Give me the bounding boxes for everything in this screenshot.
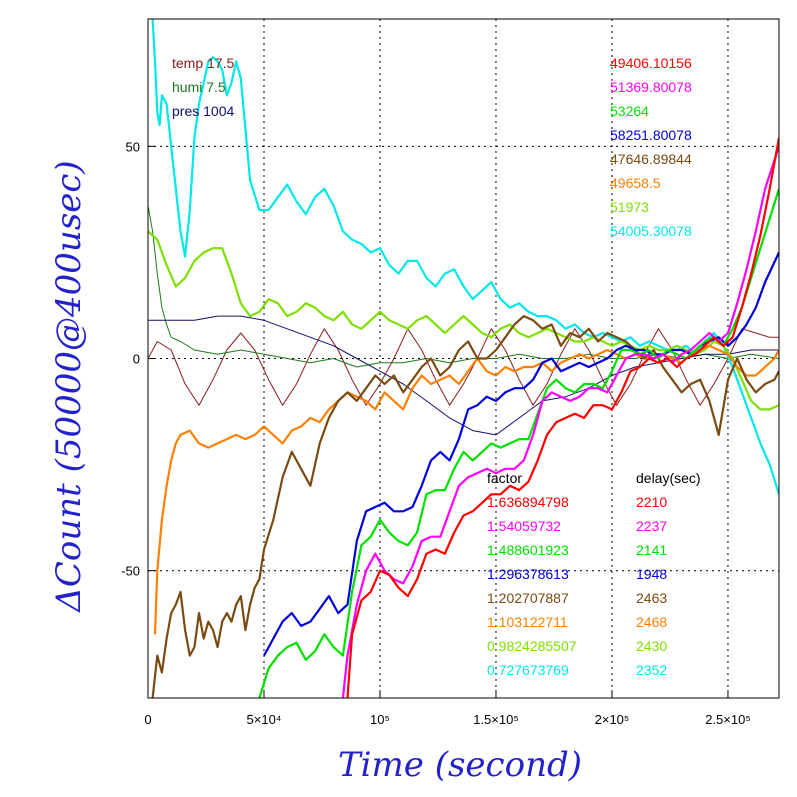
factor-value-0: 1.636894798 bbox=[487, 494, 569, 510]
delay-value-1: 2237 bbox=[636, 518, 667, 534]
y-tick-label: -50 bbox=[121, 564, 140, 579]
delay-value-2: 2141 bbox=[636, 542, 667, 558]
x-tick-label: 2.5×10⁵ bbox=[705, 712, 751, 727]
y-tick-label: 50 bbox=[126, 139, 140, 154]
x-tick-label: 5×10⁴ bbox=[247, 712, 282, 727]
delay-header: delay(sec) bbox=[636, 470, 701, 486]
base-value-4: 47646.89844 bbox=[610, 151, 692, 167]
env-line-humi bbox=[148, 205, 779, 368]
delay-value-7: 2352 bbox=[636, 662, 667, 678]
y-axis-title: ΔCount (50000@400usec) bbox=[49, 160, 89, 613]
series-line-5 bbox=[153, 344, 779, 635]
series-layer bbox=[148, 19, 779, 698]
y-tick-label: 0 bbox=[133, 352, 140, 367]
x-tick-label: 1.5×10⁵ bbox=[473, 712, 519, 727]
factor-value-6: 0.9824285507 bbox=[487, 638, 577, 654]
delay-value-3: 1948 bbox=[636, 566, 667, 582]
base-value-5: 49658.5 bbox=[610, 175, 661, 191]
x-axis-title: Time (second) bbox=[338, 745, 582, 785]
base-value-7: 54005.30078 bbox=[610, 223, 692, 239]
series-line-7 bbox=[151, 19, 779, 495]
base-value-2: 53264 bbox=[610, 103, 649, 119]
series-line-6 bbox=[148, 230, 779, 411]
factor-value-4: 1.202707887 bbox=[487, 590, 569, 606]
series-line-0 bbox=[346, 137, 779, 698]
delay-value-4: 2463 bbox=[636, 590, 667, 606]
base-value-0: 49406.10156 bbox=[610, 55, 692, 71]
delay-value-5: 2468 bbox=[636, 614, 667, 630]
env-legend-1: humi 7.5 bbox=[172, 79, 226, 95]
env-legend-2: pres 1004 bbox=[172, 103, 234, 119]
axis-ticks: 0 5×10⁴ 10⁵ 1.5×10⁵ 2×10⁵ 2.5×10⁵ -50 0 50 bbox=[121, 139, 751, 727]
x-tick-label: 10⁵ bbox=[370, 712, 390, 727]
factor-value-7: 0.727673769 bbox=[487, 662, 569, 678]
delay-value-6: 2430 bbox=[636, 638, 667, 654]
series-line-1 bbox=[341, 145, 779, 698]
base-value-6: 51973 bbox=[610, 199, 649, 215]
factor-value-2: 1.488601923 bbox=[487, 542, 569, 558]
legend: temp 17.5 humi 7.5 pres 1004 49406.10156 513… bbox=[172, 55, 701, 678]
x-tick-label: 2×10⁵ bbox=[595, 712, 630, 727]
env-legend-0: temp 17.5 bbox=[172, 55, 234, 71]
factor-value-1: 1.54059732 bbox=[487, 518, 561, 534]
series-line-3 bbox=[263, 251, 779, 657]
base-value-3: 58251.80078 bbox=[610, 127, 692, 143]
x-tick-label: 0 bbox=[144, 712, 151, 727]
factor-value-5: 1.103122711 bbox=[487, 614, 568, 630]
factor-value-3: 1.296378613 bbox=[487, 566, 569, 582]
base-value-1: 51369.80078 bbox=[610, 79, 692, 95]
series-line-2 bbox=[258, 188, 779, 698]
factor-header: factor bbox=[487, 470, 522, 486]
delay-value-0: 2210 bbox=[636, 494, 667, 510]
